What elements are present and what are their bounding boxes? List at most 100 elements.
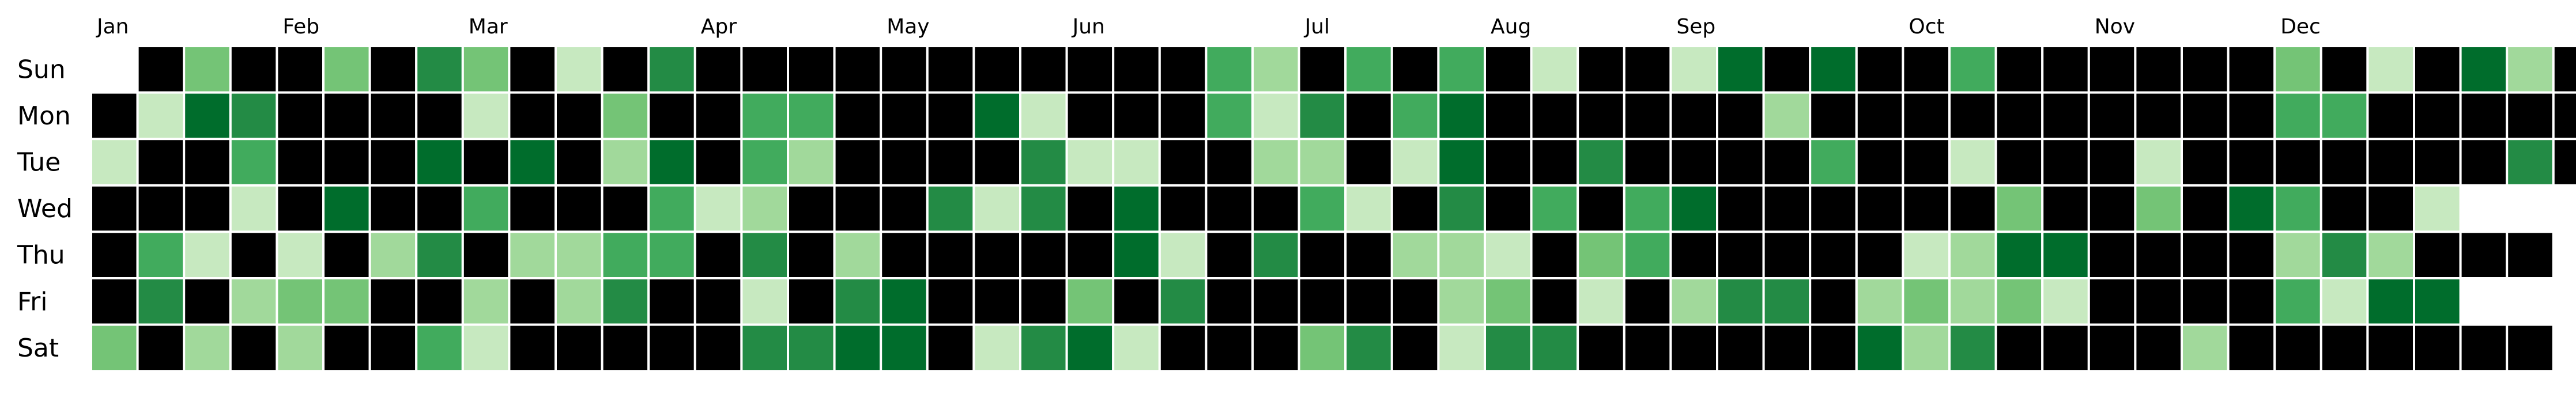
heatmap-cell-sun-w9 <box>508 45 557 94</box>
heatmap-cell-thu-w1 <box>136 230 186 279</box>
heatmap-cell-fri-w8 <box>461 277 511 326</box>
heatmap-cell-thu-w30 <box>1484 230 1533 279</box>
heatmap-cell-fri-w6 <box>368 277 418 326</box>
heatmap-cell-sat-w7 <box>415 323 464 373</box>
heatmap-cell-wed-w40 <box>1948 184 1997 233</box>
heatmap-cell-wed-w50 <box>2413 184 2462 233</box>
heatmap-cell-thu-w15 <box>787 230 836 279</box>
heatmap-cell-sat-w48 <box>2319 323 2369 373</box>
heatmap-cell-thu-w24 <box>1205 230 1254 279</box>
heatmap-cell-tue-w49 <box>2366 138 2415 187</box>
heatmap-cell-sun-w20 <box>1019 45 1068 94</box>
heatmap-cell-thu-w11 <box>601 230 650 279</box>
heatmap-cell-fri-w44 <box>2134 277 2183 326</box>
heatmap-cell-fri-w31 <box>1530 277 1579 326</box>
heatmap-cell-mon-w3 <box>229 91 278 141</box>
heatmap-cell-tue-w26 <box>1298 138 1347 187</box>
heatmap-cell-mon-w14 <box>740 91 790 141</box>
heatmap-cell-tue-w40 <box>1948 138 1997 187</box>
heatmap-cell-thu-w28 <box>1390 230 1440 279</box>
heatmap-cell-tue-w47 <box>2273 138 2322 187</box>
heatmap-cell-sat-w26 <box>1298 323 1347 373</box>
heatmap-cell-sat-w6 <box>368 323 418 373</box>
heatmap-cell-fri-w43 <box>2087 277 2137 326</box>
heatmap-cell-wed-w45 <box>2181 184 2230 233</box>
heatmap-cell-sat-w43 <box>2087 323 2137 373</box>
heatmap-cell-wed-w20 <box>1019 184 1068 233</box>
heatmap-cell-tue-w42 <box>2041 138 2090 187</box>
heatmap-cell-wed-w47 <box>2273 184 2322 233</box>
heatmap-cell-wed-w22 <box>1112 184 1161 233</box>
heatmap-cell-mon-w42 <box>2041 91 2090 141</box>
day-label-sat: Sat <box>17 334 59 363</box>
heatmap-cell-sat-w29 <box>1437 323 1486 373</box>
heatmap-cell-thu-w12 <box>647 230 696 279</box>
heatmap-cell-sun-w15 <box>787 45 836 94</box>
heatmap-cell-mon-w32 <box>1576 91 1625 141</box>
heatmap-cell-sat-w13 <box>693 323 743 373</box>
heatmap-cell-tue-w41 <box>1994 138 2044 187</box>
heatmap-cell-mon-w36 <box>1762 91 1812 141</box>
heatmap-cell-sun-w1 <box>136 45 186 94</box>
heatmap-cell-thu-w45 <box>2181 230 2230 279</box>
day-label-fri: Fri <box>17 287 47 316</box>
heatmap-cell-sat-w16 <box>833 323 882 373</box>
heatmap-cell-sun-w38 <box>1855 45 1904 94</box>
heatmap-cell-sat-w8 <box>461 323 511 373</box>
heatmap-cell-tue-w19 <box>972 138 1022 187</box>
heatmap-cell-fri-w29 <box>1437 277 1486 326</box>
heatmap-cell-thu-w4 <box>276 230 325 279</box>
heatmap-cell-sun-w33 <box>1623 45 1672 94</box>
heatmap-cell-fri-w32 <box>1576 277 1625 326</box>
heatmap-cell-wed-w18 <box>926 184 975 233</box>
month-label-jun: Jun <box>1072 15 1105 39</box>
heatmap-cell-wed-w49 <box>2366 184 2415 233</box>
heatmap-cell-tue-w17 <box>880 138 929 187</box>
heatmap-cell-thu-w27 <box>1344 230 1393 279</box>
heatmap-cell-tue-w13 <box>693 138 743 187</box>
heatmap-cell-fri-w42 <box>2041 277 2090 326</box>
heatmap-cell-wed-w29 <box>1437 184 1486 233</box>
heatmap-cell-sun-w28 <box>1390 45 1440 94</box>
heatmap-cell-sat-w41 <box>1994 323 2044 373</box>
heatmap-cell-wed-w8 <box>461 184 511 233</box>
heatmap-cell-mon-w5 <box>322 91 371 141</box>
heatmap-cell-fri-w22 <box>1112 277 1161 326</box>
heatmap-cell-mon-w21 <box>1065 91 1115 141</box>
heatmap-cell-wed-w10 <box>555 184 604 233</box>
heatmap-cell-fri-w17 <box>880 277 929 326</box>
heatmap-cell-sun-w30 <box>1484 45 1533 94</box>
heatmap-cell-tue-w21 <box>1065 138 1115 187</box>
heatmap-cell-wed-w17 <box>880 184 929 233</box>
heatmap-cell-sun-w43 <box>2087 45 2137 94</box>
heatmap-cell-wed-w5 <box>322 184 371 233</box>
heatmap-cell-mon-w39 <box>1902 91 1951 141</box>
heatmap-cell-wed-w32 <box>1576 184 1625 233</box>
heatmap-cell-fri-w26 <box>1298 277 1347 326</box>
heatmap-cell-sat-w35 <box>1716 323 1765 373</box>
heatmap-cell-wed-w15 <box>787 184 836 233</box>
heatmap-cell-thu-w7 <box>415 230 464 279</box>
heatmap-cell-thu-w5 <box>322 230 371 279</box>
heatmap-cell-mon-w17 <box>880 91 929 141</box>
heatmap-cell-tue-w16 <box>833 138 882 187</box>
month-label-dec: Dec <box>2280 15 2321 39</box>
heatmap-cell-sun-w12 <box>647 45 696 94</box>
heatmap-cell-thu-w39 <box>1902 230 1951 279</box>
heatmap-cell-sat-w12 <box>647 323 696 373</box>
heatmap-cell-sun-w41 <box>1994 45 2044 94</box>
heatmap-cell-thu-w52 <box>2506 230 2555 279</box>
heatmap-cell-wed-w6 <box>368 184 418 233</box>
heatmap-cell-mon-w16 <box>833 91 882 141</box>
heatmap-cell-mon-w1 <box>136 91 186 141</box>
heatmap-cell-wed-w4 <box>276 184 325 233</box>
heatmap-cell-fri-w49 <box>2366 277 2415 326</box>
heatmap-cell-mon-w26 <box>1298 91 1347 141</box>
heatmap-cell-sun-w5 <box>322 45 371 94</box>
heatmap-cell-fri-w34 <box>1669 277 1718 326</box>
heatmap-cell-sun-w47 <box>2273 45 2322 94</box>
heatmap-cell-thu-w36 <box>1762 230 1812 279</box>
heatmap-cell-sat-w4 <box>276 323 325 373</box>
heatmap-cell-wed-w41 <box>1994 184 2044 233</box>
heatmap-cell-thu-w18 <box>926 230 975 279</box>
